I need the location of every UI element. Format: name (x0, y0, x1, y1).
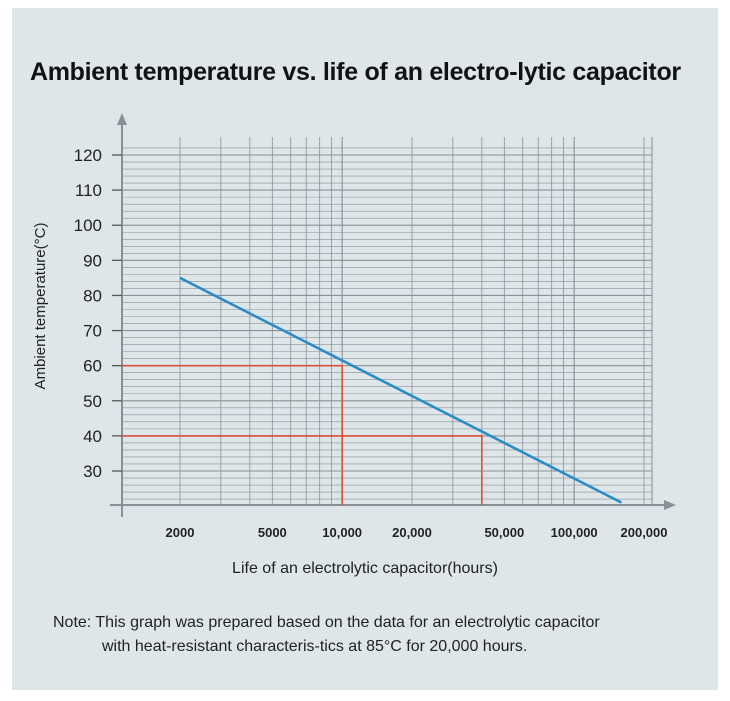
series-group (179, 276, 623, 504)
reference-line (122, 364, 343, 505)
axes (110, 113, 676, 517)
x-tick-label: 50,000 (484, 525, 524, 540)
tick-labels: 30 40 50 60 70 80 90 100 110 120 2000 5000 10,000 20,… (74, 146, 668, 540)
y-tick-label: 30 (83, 462, 102, 481)
x-tick-label: 200,000 (621, 525, 668, 540)
y-tick-label: 40 (83, 427, 102, 446)
y-tick-label: 80 (83, 286, 102, 305)
x-tick-label: 20,000 (392, 525, 432, 540)
y-axis-arrow (117, 113, 127, 125)
note-line-1: Note: This graph was prepared based on t… (53, 614, 600, 631)
y-tick-label: 90 (83, 251, 102, 270)
reference-line (122, 435, 483, 505)
x-tick-label: 2000 (166, 525, 195, 540)
x-tick-label: 10,000 (322, 525, 362, 540)
y-tick-label: 60 (83, 357, 102, 376)
y-axis-label: Ambient temperature(°C) (32, 223, 49, 390)
x-axis-arrow (664, 500, 676, 510)
y-tick-label: 50 (83, 392, 102, 411)
grid-minor (122, 137, 652, 505)
y-tick-label: 110 (75, 181, 102, 200)
note-line-2: with heat-resistant characteris-tics at … (102, 638, 528, 655)
y-tick-label: 70 (83, 322, 102, 341)
x-axis-label: Life of an electrolytic capacitor(hours) (232, 560, 498, 577)
x-tick-label: 5000 (258, 525, 287, 540)
chart-title: Ambient temperature vs. life of an elect… (30, 58, 681, 86)
x-tick-label: 100,000 (551, 525, 598, 540)
chart-panel (12, 8, 718, 690)
y-tick-label: 100 (74, 216, 102, 235)
reference-lines (122, 364, 483, 505)
series-line (179, 276, 623, 504)
y-tick-label: 120 (74, 146, 102, 165)
